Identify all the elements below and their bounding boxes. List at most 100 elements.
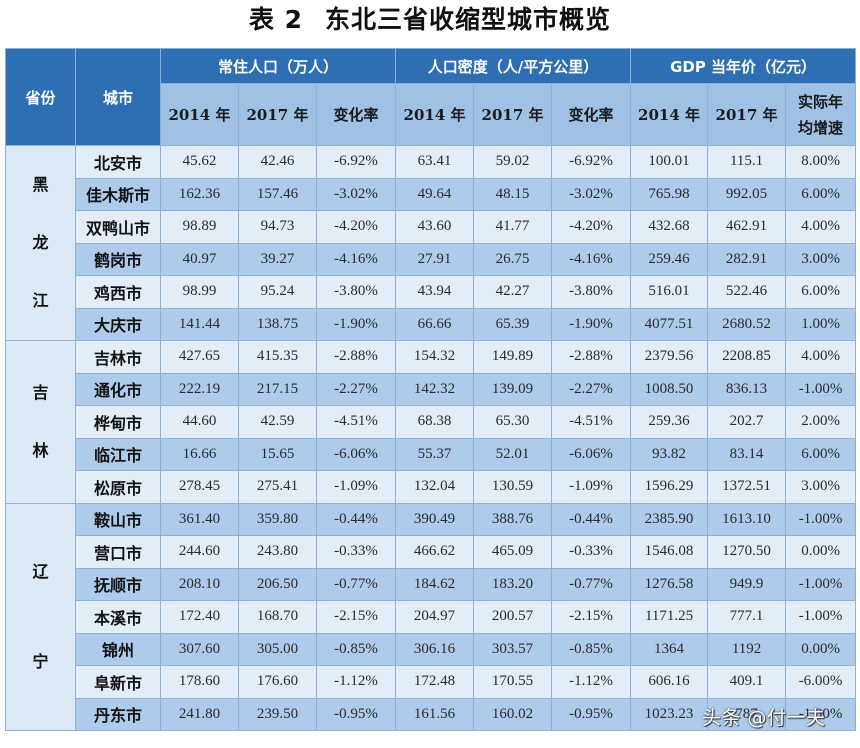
gdp-2014: 1023.23 — [630, 697, 709, 731]
pop-change: -1.12% — [315, 665, 397, 699]
table-row: 双鸭山市 98.89 94.73 -4.20% 43.60 41.77 -4.2… — [6, 210, 857, 244]
den-change: -3.02% — [551, 177, 632, 211]
gdp-2014: 2379.56 — [630, 340, 709, 374]
table-row: 阜新市 178.60 176.60 -1.12% 172.48 170.55 -… — [6, 665, 857, 699]
den-change: -0.44% — [551, 502, 632, 536]
pop-2014: 40.97 — [160, 242, 239, 276]
pop-2017: 168.70 — [238, 600, 317, 634]
table-row: 本溪市 172.40 168.70 -2.15% 204.97 200.57 -… — [6, 600, 857, 634]
city-name: 鹤岗市 — [75, 242, 161, 276]
den-2017: 130.59 — [473, 470, 553, 504]
pop-2014: 98.89 — [160, 210, 239, 244]
den-change: -1.90% — [551, 307, 632, 341]
den-change: -2.88% — [551, 340, 632, 374]
table-row: 营口市 244.60 243.80 -0.33% 466.62 465.09 -… — [6, 535, 857, 569]
gdp-2017: 282.91 — [707, 242, 787, 276]
watermark: 头条 @付一夫 — [702, 707, 826, 729]
table-row: 锦州 307.60 305.00 -0.85% 306.16 303.57 -0… — [6, 632, 857, 666]
table-row: 临江市 16.66 15.65 -6.06% 55.37 52.01 -6.06… — [6, 437, 857, 471]
province-char: 辽 — [32, 561, 49, 581]
table-row: 抚顺市 208.10 206.50 -0.77% 184.62 183.20 -… — [6, 567, 857, 601]
gdp-2017: 2680.52 — [707, 307, 787, 341]
gdp-2017: 202.7 — [707, 405, 787, 439]
pop-change: -0.77% — [315, 567, 397, 601]
pop-2014: 222.19 — [160, 372, 239, 406]
gdp-2017: 1613.10 — [707, 502, 787, 536]
pop-2017: 39.27 — [238, 242, 317, 276]
den-2017: 388.76 — [473, 502, 553, 536]
header-gdp-2014: 2014 年 — [630, 83, 709, 146]
pop-2017: 217.15 — [238, 372, 317, 406]
gdp-2017: 992.05 — [707, 177, 787, 211]
den-2017: 303.57 — [473, 632, 553, 666]
pop-change: -0.33% — [315, 535, 397, 569]
gdp-2014: 100.01 — [630, 145, 709, 179]
table-title-text: 东北三省收缩型城市概览 — [325, 5, 612, 34]
den-2014: 306.16 — [395, 632, 475, 666]
pop-2014: 178.60 — [160, 665, 239, 699]
gdp-2017: 115.1 — [707, 145, 787, 179]
pop-2017: 95.24 — [238, 275, 317, 309]
pop-2014: 172.40 — [160, 600, 239, 634]
table-row: 通化市 222.19 217.15 -2.27% 142.32 139.09 -… — [6, 372, 857, 406]
header-gdp-2017: 2017 年 — [707, 83, 787, 146]
city-name: 吉林市 — [75, 340, 161, 374]
province-char: 黑 — [32, 175, 49, 194]
den-2014: 63.41 — [395, 145, 475, 179]
gdp-2014: 432.68 — [630, 210, 709, 244]
header-row-sub: 2014 年 2017 年 变化率 2014 年 2017 年 变化率 2014… — [6, 83, 857, 146]
pop-2014: 307.60 — [160, 632, 239, 666]
city-name: 大庆市 — [75, 307, 161, 341]
gdp-growth: -6.00% — [785, 665, 857, 699]
den-change: -4.20% — [551, 210, 632, 244]
den-2014: 142.32 — [395, 372, 475, 406]
pop-2017: 42.59 — [238, 405, 317, 439]
province-char: 宁 — [32, 651, 49, 671]
city-name: 阜新市 — [75, 665, 161, 699]
pop-2014: 98.99 — [160, 275, 239, 309]
den-change: -3.80% — [551, 275, 632, 309]
den-2014: 161.56 — [395, 697, 475, 731]
pop-2017: 275.41 — [238, 470, 317, 504]
den-2017: 48.15 — [473, 177, 553, 211]
den-2014: 172.48 — [395, 665, 475, 699]
gdp-2014: 1596.29 — [630, 470, 709, 504]
pop-change: -6.92% — [315, 145, 397, 179]
den-change: -4.16% — [551, 242, 632, 276]
table-row: 佳木斯市 162.36 157.46 -3.02% 49.64 48.15 -3… — [6, 177, 857, 211]
header-gdp-growth: 实际年 均增速 — [785, 83, 857, 146]
city-name: 松原市 — [75, 470, 161, 504]
pop-2014: 141.44 — [160, 307, 239, 341]
gdp-2017: 787 — [707, 697, 787, 731]
table-row: 辽 宁 鞍山市 361.40 359.80 -0.44% 390.49 388.… — [5, 502, 857, 731]
pop-2017: 206.50 — [238, 567, 317, 601]
den-2014: 55.37 — [395, 437, 475, 471]
den-2014: 43.94 — [395, 275, 475, 309]
den-2017: 183.20 — [473, 567, 553, 601]
city-name: 营口市 — [75, 535, 161, 569]
gdp-growth: 6.00% — [785, 177, 857, 211]
city-name: 北安市 — [75, 145, 161, 179]
gdp-2014: 93.82 — [630, 437, 709, 471]
province-char: 吉 — [32, 382, 49, 402]
header-pop-2017: 2017 年 — [238, 83, 317, 146]
table-title: 表 2 东北三省收缩型城市概览 — [0, 2, 860, 38]
header-group-population: 常住人口（万人） — [159, 48, 397, 84]
gdp-growth: 4.00% — [785, 340, 857, 374]
den-2017: 42.27 — [473, 275, 553, 309]
pop-2014: 278.45 — [160, 470, 239, 504]
gdp-growth: -1.00% — [785, 600, 857, 634]
city-name: 抚顺市 — [75, 567, 161, 601]
den-2017: 170.55 — [473, 665, 553, 699]
gdp-growth: 6.00% — [785, 437, 857, 471]
header-pop-change: 变化率 — [315, 83, 397, 146]
pop-change: -4.51% — [315, 405, 397, 439]
header-growth-line1: 实际年 — [798, 92, 844, 111]
gdp-growth: 6.00% — [785, 275, 857, 309]
den-2017: 26.75 — [473, 242, 553, 276]
pop-change: -3.02% — [315, 177, 397, 211]
table-body: 黑 龙 江 北安市 45.62 42.46 -6.92% 63.41 59.02… — [5, 145, 857, 731]
header-province: 省份 — [5, 48, 76, 146]
city-name: 佳木斯市 — [75, 177, 161, 211]
city-name: 丹东市 — [75, 697, 161, 731]
